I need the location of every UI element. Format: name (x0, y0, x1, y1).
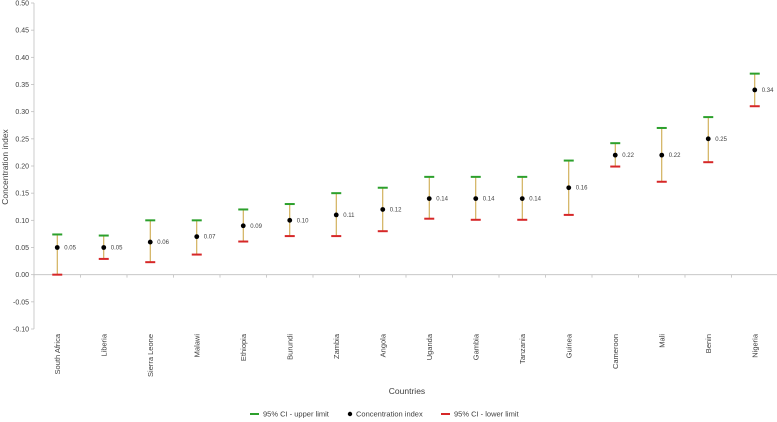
x-tick-label: Zambia (332, 333, 341, 359)
y-tick-label: 0.15 (15, 191, 29, 198)
data-label: 0.11 (343, 213, 355, 219)
concentration-point (380, 207, 386, 212)
legend-point-label: Concentration index (356, 410, 423, 419)
x-axis-title: Countries (389, 386, 425, 396)
concentration-point (240, 223, 246, 229)
y-tick-label: 0.30 (15, 109, 29, 116)
y-tick-label: 0.10 (15, 218, 29, 225)
y-tick-label: -0.05 (13, 299, 29, 306)
concentration-point (147, 239, 153, 245)
y-tick-label: 0.25 (15, 136, 29, 143)
concentration-point (101, 245, 107, 250)
data-label: 0.06 (157, 240, 169, 246)
x-tick-label: Benin (704, 334, 713, 353)
y-tick-label: 0.45 (15, 28, 29, 35)
legend-upper-label: 95% CI - upper limit (263, 410, 330, 419)
x-tick-label: Gambia (471, 333, 480, 360)
data-label: 0.25 (715, 137, 727, 143)
y-tick-label: 0.50 (15, 1, 29, 8)
data-label: 0.34 (762, 88, 774, 94)
x-tick-label: Guinea (564, 333, 573, 358)
y-axis-title: Concentration index (0, 128, 10, 204)
y-tick-label: -0.10 (13, 327, 29, 334)
x-axis: South Africa Liberia Sierra Leone Malawi Eth… (33, 274, 777, 377)
data-label: 0.09 (250, 224, 262, 230)
concentration-point (426, 196, 432, 202)
y-tick-label: 0.40 (15, 55, 29, 62)
x-tick-label: Burundi (285, 334, 294, 360)
y-axis: -0.10 -0.05 0.00 0.05 0.10 0.15 0.20 0.25 0.30 0.… (13, 1, 35, 334)
y-tick-label: 0.05 (15, 245, 29, 252)
x-tick-label: Tanzania (518, 333, 527, 364)
legend: 95% CI - upper limit Concentration index 9… (250, 410, 520, 419)
x-tick-label: Mali (657, 334, 666, 348)
concentration-point (566, 185, 572, 191)
concentration-point (705, 136, 711, 142)
x-tick-label: Nigeria (750, 333, 759, 358)
data-label: 0.22 (669, 153, 681, 159)
concentration-point (659, 152, 665, 158)
concentration-point (752, 87, 758, 93)
concentration-point (287, 217, 293, 223)
concentration-point (194, 234, 200, 240)
x-tick-label: Angola (378, 333, 387, 357)
x-tick-label: Uganda (425, 333, 434, 360)
legend-lower-label: 95% CI - lower limit (454, 410, 520, 419)
chart-marks: 0.05 0.05 0.06 0.07 0.09 0.10 0.11 0.12 0.14 0.14… (52, 72, 774, 276)
data-label: 0.05 (64, 246, 76, 252)
y-tick-label: 0.35 (15, 82, 29, 89)
data-label: 0.10 (297, 218, 309, 224)
concentration-point (54, 245, 60, 250)
data-label: 0.22 (622, 153, 634, 159)
data-label: 0.14 (436, 197, 448, 203)
x-tick-label: Liberia (99, 333, 108, 356)
data-label: 0.07 (204, 235, 216, 241)
concentration-point (473, 196, 479, 202)
data-label: 0.16 (576, 186, 588, 192)
x-tick-label: Ethiopia (239, 333, 248, 361)
x-tick-label: Sierra Leone (146, 334, 155, 377)
x-tick-label: Malawi (192, 334, 201, 358)
x-tick-label: South Africa (53, 333, 62, 374)
x-tick-label: Cameroon (611, 334, 620, 369)
data-label: 0.14 (483, 197, 495, 203)
concentration-point (519, 196, 525, 202)
legend-point-swatch (347, 411, 353, 417)
y-tick-label: 0.00 (15, 272, 29, 279)
data-label: 0.05 (111, 246, 123, 252)
concentration-point (612, 152, 618, 158)
y-tick-label: 0.20 (15, 164, 29, 171)
concentration-point (333, 212, 339, 218)
data-label: 0.12 (390, 207, 402, 213)
data-label: 0.14 (529, 197, 541, 203)
